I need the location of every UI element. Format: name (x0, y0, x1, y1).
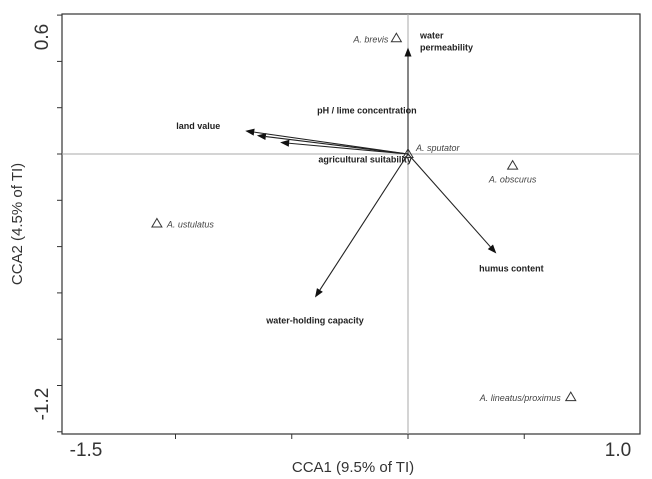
axis-ticks (57, 14, 525, 439)
species-point (151, 217, 163, 228)
vector-line (289, 142, 409, 155)
vector-label: land value (176, 121, 220, 131)
vector-label: agricultural suitability (318, 154, 412, 164)
vector-arrowhead (487, 244, 497, 254)
vector-line (254, 131, 409, 155)
plot-frame (61, 13, 641, 435)
y-axis-label: CCA2 (4.5% of TI) (9, 163, 26, 285)
environmental-vectors: water permeability pH / lime concentration… (176, 31, 543, 326)
species-label: A. brevis (352, 34, 389, 44)
vector-label: pH / lime concentration (317, 105, 417, 115)
species-point (506, 159, 519, 170)
x-axis-label: CCA1 (9.5% of TI) (292, 459, 414, 476)
species-label: A. ustulatus (166, 219, 215, 229)
vector-arrowhead (280, 139, 290, 147)
vector-label: water-holding capacity (265, 316, 364, 326)
vector-arrowhead (315, 288, 323, 298)
x-tick-label-min: -1.5 (70, 440, 103, 461)
vector-arrowhead (256, 133, 267, 141)
species-points: A. brevis A. sputator A. obscurus A. ustula… (151, 32, 577, 403)
y-tick-label-min: -1.2 (32, 388, 53, 421)
y-tick-label-max: 0.6 (32, 24, 53, 50)
species-label: A. obscurus (488, 175, 537, 185)
vector-label: water permeability (419, 31, 473, 53)
species-point (402, 148, 414, 158)
vector-arrowhead (404, 47, 412, 57)
x-tick-label-max: 1.0 (605, 440, 631, 461)
species-label: A. sputator (415, 143, 461, 153)
species-label: A. lineatus/proximus (479, 393, 562, 403)
vector-label: humus content (479, 264, 544, 274)
vector-line (407, 153, 491, 248)
species-point (390, 32, 403, 43)
vector-line (319, 153, 409, 291)
vector-arrowhead (245, 128, 255, 136)
species-point (564, 391, 577, 402)
zero-lines (62, 14, 640, 434)
